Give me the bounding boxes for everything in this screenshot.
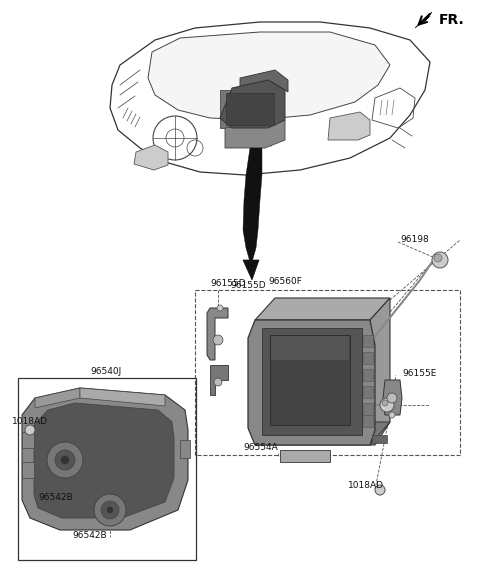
Circle shape xyxy=(375,485,385,495)
Polygon shape xyxy=(22,388,188,530)
Circle shape xyxy=(55,450,75,470)
Polygon shape xyxy=(270,335,350,425)
Text: 96155E: 96155E xyxy=(402,369,436,377)
Polygon shape xyxy=(240,70,288,92)
Polygon shape xyxy=(225,120,285,148)
Bar xyxy=(363,415,373,427)
PathPatch shape xyxy=(148,32,390,120)
Circle shape xyxy=(434,254,442,262)
Text: 96155D: 96155D xyxy=(210,279,246,287)
Polygon shape xyxy=(255,422,390,445)
Circle shape xyxy=(47,442,83,478)
Circle shape xyxy=(94,494,126,526)
Text: 1018AD: 1018AD xyxy=(348,481,384,490)
Polygon shape xyxy=(255,298,390,320)
Bar xyxy=(363,352,373,364)
Bar xyxy=(363,369,373,381)
Bar xyxy=(363,403,373,415)
Polygon shape xyxy=(22,432,34,448)
Bar xyxy=(372,435,387,443)
Polygon shape xyxy=(35,388,80,408)
Polygon shape xyxy=(80,388,165,406)
Text: 96554A: 96554A xyxy=(243,444,278,452)
PathPatch shape xyxy=(220,80,285,128)
Circle shape xyxy=(382,400,388,406)
Polygon shape xyxy=(248,320,375,445)
Bar xyxy=(195,290,460,455)
Text: 96155D: 96155D xyxy=(230,282,265,290)
Bar xyxy=(18,378,196,560)
Polygon shape xyxy=(415,12,432,28)
Polygon shape xyxy=(207,308,228,360)
Polygon shape xyxy=(328,112,370,140)
Bar xyxy=(280,450,330,462)
Text: 96540J: 96540J xyxy=(90,368,121,377)
Circle shape xyxy=(387,393,397,403)
Circle shape xyxy=(213,335,223,345)
Polygon shape xyxy=(243,260,259,280)
Polygon shape xyxy=(220,90,240,128)
Bar xyxy=(226,93,274,125)
Circle shape xyxy=(217,305,223,311)
Circle shape xyxy=(389,412,395,418)
Circle shape xyxy=(101,501,119,519)
Circle shape xyxy=(214,378,222,386)
Polygon shape xyxy=(262,328,362,435)
Circle shape xyxy=(432,252,448,268)
Polygon shape xyxy=(370,298,390,445)
Bar xyxy=(363,386,373,398)
Polygon shape xyxy=(210,365,228,395)
Polygon shape xyxy=(243,148,262,262)
Circle shape xyxy=(61,456,69,464)
Polygon shape xyxy=(34,403,174,518)
Text: 1018AD: 1018AD xyxy=(12,418,48,426)
Polygon shape xyxy=(383,380,402,415)
Polygon shape xyxy=(134,145,168,170)
Text: 96560F: 96560F xyxy=(268,278,302,287)
Circle shape xyxy=(380,398,394,412)
Circle shape xyxy=(25,425,35,435)
Polygon shape xyxy=(22,462,34,478)
Text: 96542B: 96542B xyxy=(72,530,108,539)
Text: 96542B: 96542B xyxy=(38,493,72,503)
Bar xyxy=(363,335,373,347)
Text: FR.: FR. xyxy=(439,13,465,27)
Polygon shape xyxy=(271,336,349,360)
Text: 96198: 96198 xyxy=(400,235,429,245)
Circle shape xyxy=(107,507,113,513)
Polygon shape xyxy=(180,440,190,458)
